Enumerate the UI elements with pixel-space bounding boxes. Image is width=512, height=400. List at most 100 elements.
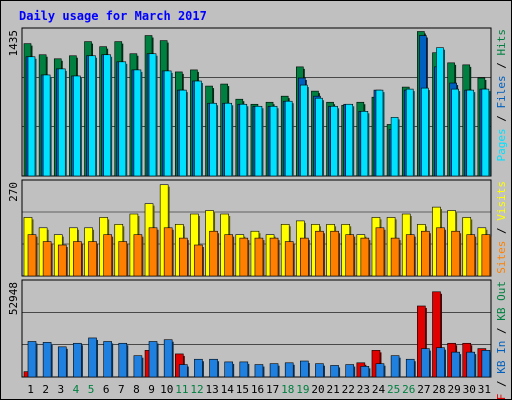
bar <box>42 74 51 177</box>
bar-shadow <box>246 106 249 176</box>
bar-shadow <box>247 363 250 377</box>
bar <box>390 117 399 177</box>
bar <box>42 342 52 378</box>
bar-shadow <box>140 71 143 176</box>
bar-shadow <box>278 240 280 276</box>
series-kb-in <box>27 337 492 378</box>
bar-shadow <box>308 363 310 377</box>
bar-shadow <box>323 233 325 276</box>
bar-shadow <box>247 240 250 276</box>
bar <box>88 337 97 378</box>
bar <box>239 361 249 378</box>
bar-shadow <box>231 105 234 176</box>
bar-shadow <box>126 243 129 276</box>
bar <box>481 234 491 277</box>
bar-shadow <box>444 349 446 377</box>
bar <box>254 364 264 378</box>
bar <box>118 241 128 277</box>
series-pages <box>27 47 491 177</box>
bar <box>375 89 384 177</box>
legend-item: Hits <box>495 29 508 56</box>
bar <box>163 70 172 177</box>
bar-shadow <box>232 236 235 276</box>
legend-item: KB In <box>495 341 508 374</box>
x-tick-label: 26 <box>402 383 415 396</box>
x-tick-label: 31 <box>478 383 491 396</box>
bar <box>421 230 430 277</box>
bar <box>27 234 37 277</box>
bar-shadow <box>111 343 114 377</box>
bar-shadow <box>217 361 220 377</box>
bar <box>360 111 369 177</box>
bar <box>390 355 400 378</box>
bar-shadow <box>383 365 386 377</box>
bar-shadow <box>399 357 401 377</box>
bar <box>27 56 36 177</box>
bar <box>133 355 143 378</box>
x-tick-label: 8 <box>133 383 140 396</box>
bar-shadow <box>293 243 295 276</box>
bar <box>315 97 323 177</box>
x-tick-label: 24 <box>372 383 386 396</box>
bar <box>103 54 111 177</box>
x-tick-label: 6 <box>103 383 110 396</box>
bar <box>375 227 385 277</box>
x-tick-label: 17 <box>266 383 279 396</box>
bar <box>269 363 279 378</box>
bar-shadow <box>414 361 416 377</box>
bar <box>88 241 97 277</box>
legend-separator: / <box>495 374 508 394</box>
panel-visits-sites: 270 Sites / Visits <box>7 179 508 277</box>
bar-shadow <box>458 91 461 176</box>
bar-shadow <box>367 113 370 176</box>
bar <box>315 230 324 277</box>
bar <box>284 241 294 277</box>
bar-shadow <box>459 354 462 377</box>
bar <box>466 234 476 277</box>
bar-shadow <box>51 344 53 377</box>
bar-shadow <box>352 106 355 176</box>
bar <box>148 53 157 177</box>
bar-shadow <box>353 366 356 377</box>
bar-shadow <box>35 58 37 176</box>
bar <box>481 88 490 177</box>
bar <box>88 55 96 177</box>
bar <box>405 88 414 177</box>
legend-separator: / <box>495 221 508 241</box>
x-tick-label: 28 <box>432 383 445 396</box>
bar <box>421 87 429 177</box>
bar <box>436 227 445 277</box>
bar <box>466 351 476 378</box>
bar-shadow <box>141 236 144 276</box>
x-tick-label: 15 <box>236 383 249 396</box>
bar <box>390 237 400 277</box>
bar-shadow <box>201 83 203 176</box>
bar <box>224 361 233 378</box>
bar-shadow <box>262 240 265 276</box>
panel-kbytes: 52948KB F / KB In / KB Out <box>7 279 508 400</box>
legend-item: KB F <box>495 394 508 400</box>
bar <box>148 341 158 378</box>
bar <box>451 351 460 378</box>
bar <box>360 366 370 378</box>
x-tick-label: 23 <box>357 383 370 396</box>
bar <box>118 342 128 378</box>
chart-title: Daily usage for March 2017 <box>19 9 207 23</box>
bar-shadow <box>36 236 38 276</box>
bar-shadow <box>95 57 98 176</box>
bar-shadow <box>428 90 430 176</box>
bar-shadow <box>96 243 99 276</box>
bar-shadow <box>66 247 68 276</box>
bar <box>330 365 339 378</box>
bar <box>194 358 203 378</box>
bar <box>330 230 339 277</box>
bar <box>209 358 218 378</box>
bar <box>254 105 263 177</box>
bar-shadow <box>171 72 173 176</box>
bar-shadow <box>322 100 324 176</box>
x-tick-label: 5 <box>88 383 95 396</box>
bar-shadow <box>308 240 310 276</box>
bar-shadow <box>111 236 114 276</box>
